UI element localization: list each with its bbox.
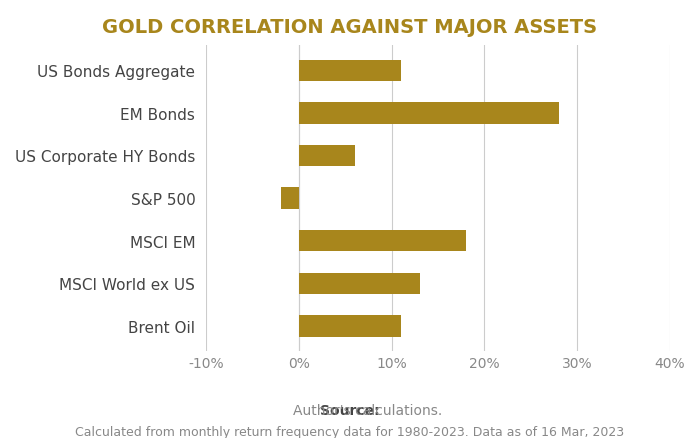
Text: GOLD CORRELATION AGAINST MAJOR ASSETS: GOLD CORRELATION AGAINST MAJOR ASSETS — [102, 18, 598, 36]
Bar — [281, 188, 299, 209]
Bar — [299, 60, 401, 82]
Text: Author's calculations.: Author's calculations. — [258, 403, 442, 417]
Bar — [299, 145, 355, 167]
Bar — [299, 315, 401, 337]
Bar — [299, 230, 466, 252]
Bar — [299, 273, 419, 294]
Bar — [299, 103, 559, 124]
Text: Source:: Source: — [320, 403, 380, 417]
Text: Calculated from monthly return frequency data for 1980-2023. Data as of 16 Mar, : Calculated from monthly return frequency… — [76, 425, 624, 438]
